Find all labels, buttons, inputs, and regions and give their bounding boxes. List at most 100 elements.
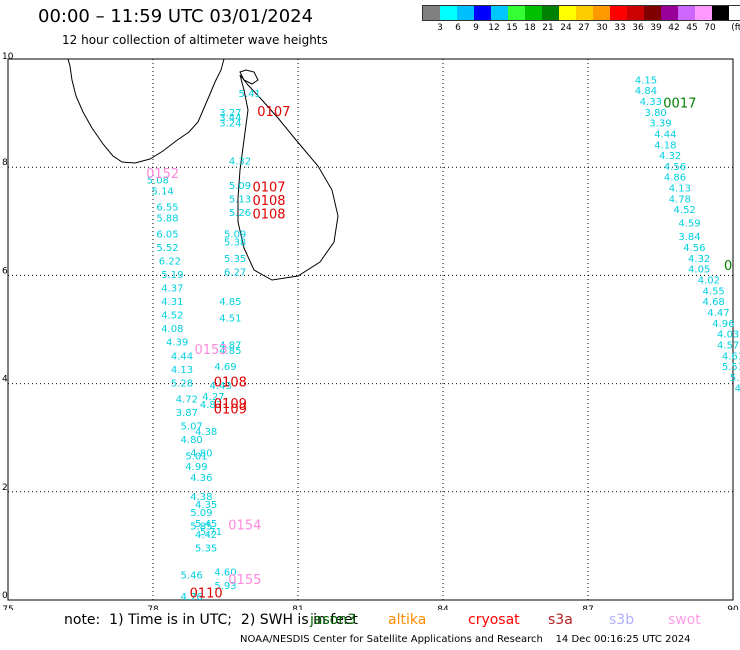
wave-height-label: 5.26 (229, 208, 251, 219)
india-coastline (67, 58, 225, 164)
color-swatch (491, 6, 508, 20)
wave-height-label: 4.80 (181, 435, 203, 446)
color-scale-label: 9 (473, 23, 479, 33)
wave-height-label: 3.39 (649, 119, 671, 130)
color-scale-label: 27 (578, 23, 590, 33)
color-swatch (712, 6, 729, 20)
wave-height-label: 4.32 (688, 254, 710, 265)
wave-height-label: 4.13 (669, 184, 691, 195)
color-swatch (576, 6, 593, 20)
wave-height-label: 5.51 (722, 362, 740, 373)
wave-height-label: 5.85 (190, 522, 212, 533)
legend-altika: altika (388, 612, 427, 628)
color-swatch (695, 6, 712, 20)
wave-height-label: 4.36 (190, 473, 212, 484)
time-label: 0108 (214, 375, 247, 390)
wave-height-label: 5.13 (229, 194, 251, 205)
wave-height-label: 6.05 (156, 230, 178, 241)
x-tick-label: 84 (437, 605, 449, 610)
wave-height-label: 4.05 (688, 265, 710, 276)
wave-height-label: 4.15 (635, 75, 657, 86)
wave-height-label: 4.37 (161, 284, 183, 295)
wave-height-label: 4.31 (161, 297, 183, 308)
wave-height-label: 4.39 (166, 338, 188, 349)
legend-swot: swot (668, 612, 701, 628)
color-scale-label: 3 (437, 23, 443, 33)
wave-height-label: 4.85 (219, 346, 241, 357)
color-swatch (559, 6, 576, 20)
axes-ticks: 75 78 81 84 87 90 0 2 4 6 8 10 (2, 52, 739, 610)
chart-subtitle: 12 hour collection of altimeter wave hei… (62, 33, 328, 47)
wave-height-label: 3.84 (678, 232, 700, 243)
wave-height-label: 5.08 (147, 175, 169, 186)
x-tick-label: 78 (147, 605, 159, 610)
wave-height-label: 4.32 (229, 156, 251, 167)
color-swatch (644, 6, 661, 20)
color-scale-label: 24 (560, 23, 572, 33)
wave-height-label: 5.93 (214, 581, 236, 592)
wave-height-label: 5.09 (190, 508, 212, 519)
wave-height-label: 4.85 (219, 297, 241, 308)
color-swatch (423, 6, 440, 20)
color-scale-swatches (422, 5, 740, 21)
wave-height-label: 4.55 (703, 286, 725, 297)
color-swatch (610, 6, 627, 20)
color-scale-label: 21 (542, 23, 554, 33)
wave-height-label: 4.76 (181, 592, 203, 603)
wave-height-label: 4.27 (202, 392, 224, 403)
wave-height-label: 4.08 (161, 324, 183, 335)
y-tick-label: 0 (2, 591, 8, 601)
time-label: 0107 (257, 105, 290, 120)
wave-height-label: 4.69 (214, 362, 236, 373)
x-tick-label: 87 (582, 605, 593, 610)
jaffna-peninsula (239, 69, 259, 85)
chart-title: 00:00 – 11:59 UTC 03/01/2024 (38, 6, 314, 27)
color-swatch (542, 6, 559, 20)
color-swatch (593, 6, 610, 20)
wave-height-label: 4.33 (640, 97, 662, 108)
color-scale-label: 42 (668, 23, 680, 33)
wave-height-label: 4.44 (171, 351, 193, 362)
color-swatch (525, 6, 542, 20)
time-label: 0153 (194, 343, 227, 358)
footer-credit: NOAA/NESDIS Center for Satellite Applica… (240, 634, 691, 645)
wave-height-label: 4.32 (659, 151, 681, 162)
time-label: 0152 (146, 167, 179, 182)
wave-height-label: 5.46 (181, 570, 203, 581)
wave-height-label: 4.60 (214, 568, 236, 579)
time-label: 0 (724, 259, 732, 274)
wave-height-label: 4.43 (210, 381, 232, 392)
time-label: 0017 (663, 97, 696, 112)
time-label: 0108 (252, 208, 285, 223)
wave-height-label: 4.99 (185, 462, 207, 473)
wave-height-label: 3.24 (219, 119, 241, 130)
color-scale-label: 33 (614, 23, 626, 33)
color-swatch (440, 6, 457, 20)
wave-height-label: 5.41 (239, 89, 261, 100)
color-scale-label: 36 (632, 23, 644, 33)
color-scale-label: 39 (650, 23, 662, 33)
wave-height-label: 5.19 (161, 270, 183, 281)
coastline (67, 58, 339, 281)
wave-height-label: 6.27 (224, 267, 246, 278)
wave-height-label: 4.52 (161, 311, 183, 322)
color-scale-label: (ft) (731, 23, 740, 33)
wave-height-label: 4.47 (707, 308, 729, 319)
wave-height-label: 4.52 (674, 205, 696, 216)
y-tick-label: 4 (2, 375, 8, 385)
color-scale-label: 18 (524, 23, 536, 33)
color-swatch (457, 6, 474, 20)
color-scale-label: 12 (488, 23, 500, 33)
y-tick-label: 10 (2, 52, 14, 62)
y-tick-label: 2 (2, 483, 8, 493)
wave-height-label: 4.78 (669, 194, 691, 205)
wave-height-label: 4 (735, 384, 740, 395)
wave-height-label: 4.57 (717, 340, 739, 351)
wave-height-label: 5.09 (224, 230, 246, 241)
color-scale-label: 15 (506, 23, 518, 33)
wave-height-label: 4.38 (195, 427, 217, 438)
wave-height-label: 4.02 (698, 276, 720, 287)
wave-height-label: 4.87 (219, 340, 241, 351)
x-tick-label: 90 (727, 605, 739, 610)
